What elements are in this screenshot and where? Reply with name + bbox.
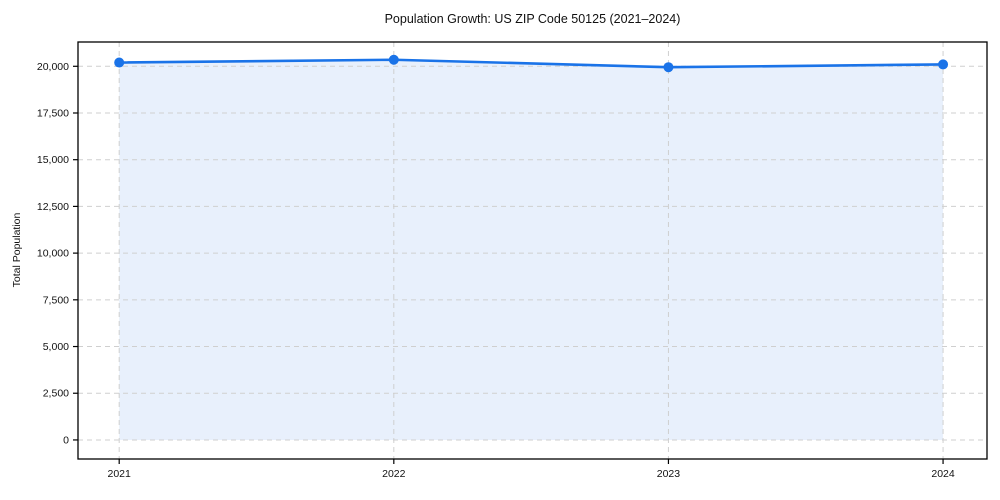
x-tick-label: 2024 <box>931 468 955 480</box>
data-point <box>663 62 674 73</box>
y-tick-label: 5,000 <box>43 341 69 353</box>
y-tick-label: 10,000 <box>37 248 69 260</box>
series-line <box>117 58 945 69</box>
y-tick-label: 7,500 <box>43 294 69 306</box>
data-point <box>388 54 399 65</box>
data-point <box>114 57 125 68</box>
x-tick-label: 2022 <box>382 468 406 480</box>
y-tick-label: 0 <box>63 434 69 446</box>
y-tick-label: 15,000 <box>37 154 69 166</box>
plot-border <box>77 41 988 460</box>
data-point <box>938 59 949 70</box>
x-tick-label: 2021 <box>108 468 132 480</box>
y-tick-label: 17,500 <box>37 107 69 119</box>
y-tick-label: 20,000 <box>37 61 69 73</box>
y-tick-label: 2,500 <box>43 388 69 400</box>
area-fill <box>119 59 944 440</box>
chart-title: Population Growth: US ZIP Code 50125 (20… <box>384 12 681 26</box>
x-tick-label: 2023 <box>657 468 681 480</box>
y-tick-label: 12,500 <box>37 201 69 213</box>
